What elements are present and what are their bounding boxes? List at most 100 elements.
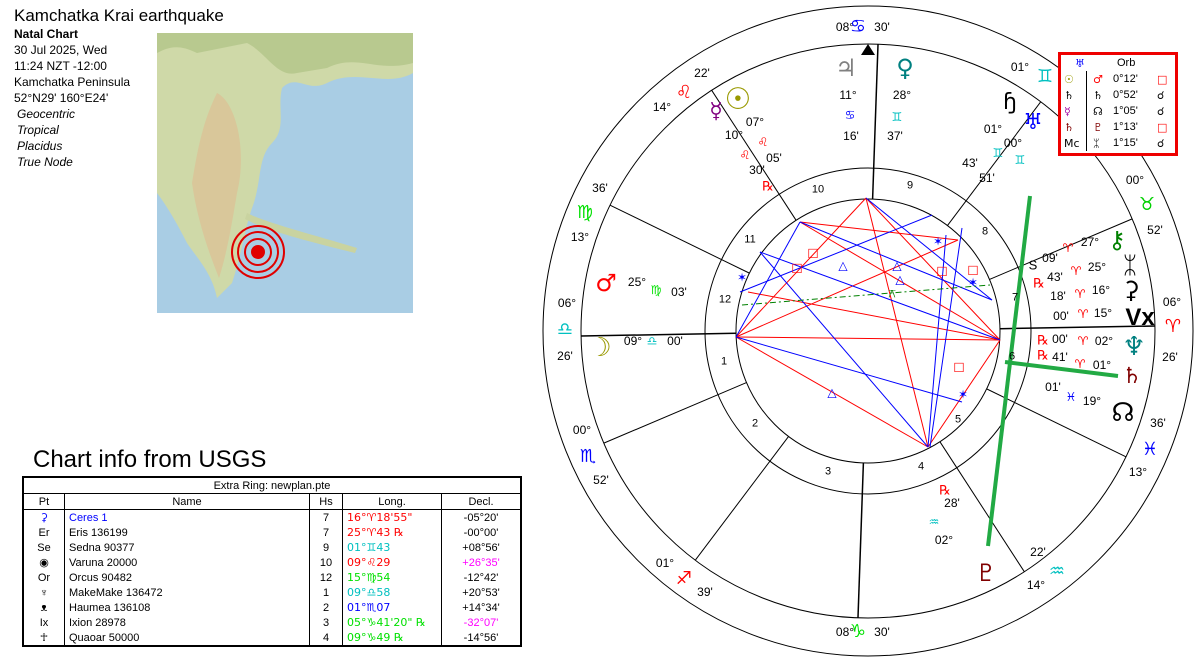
aspect-line-quincunx xyxy=(741,284,991,306)
orb-row: ☉ ♂ 0°12' □ xyxy=(1061,73,1175,89)
aspect-line xyxy=(735,336,929,448)
longitude: 09°♌29 xyxy=(342,555,442,570)
point-symbol: ♆ xyxy=(39,586,49,599)
house-number-9: 9 xyxy=(906,179,914,192)
saturn-degree: 01° xyxy=(1092,358,1112,372)
wheel-ring-0 xyxy=(542,5,1194,657)
sedna-sign-icon: ♊ xyxy=(992,146,1004,160)
house: 2 xyxy=(309,600,343,615)
highlight-line xyxy=(986,195,1032,547)
house-cusp-line xyxy=(947,200,967,226)
pluto-degree: 02° xyxy=(934,533,954,547)
cusp-degree: 14° xyxy=(1026,578,1046,592)
longitude: 09°♑49 ℞ xyxy=(342,630,442,646)
zodiac-sign-icon: ♈ xyxy=(1164,316,1182,337)
aspect-glyph-icon: □ xyxy=(791,261,802,275)
aspect-point-a-icon: ☿ xyxy=(1064,105,1071,118)
point-symbol: ⚳ xyxy=(39,512,49,524)
zodiac-sign-icon: ♎ xyxy=(556,319,574,340)
cusp-minutes: 22' xyxy=(1030,545,1046,559)
declination: +26°35' xyxy=(441,555,521,570)
zodiac-sign-icon: ♌ xyxy=(675,82,693,103)
highlight-line xyxy=(1004,360,1119,378)
vertex-degree: 15° xyxy=(1093,306,1113,320)
orb-row: Mc ᛯ 1°15' ☌ xyxy=(1061,137,1175,153)
house: 4 xyxy=(309,630,343,646)
chiron-icon: ⚷ xyxy=(1108,226,1126,254)
house: 3 xyxy=(309,615,343,630)
orb-value: 1°15' xyxy=(1113,137,1138,149)
option-house-system: Placidus xyxy=(17,139,63,153)
pluto-sign-icon: ♒ xyxy=(928,515,940,529)
orb-row: ☿ ☊ 1°05' ☌ xyxy=(1061,105,1175,121)
eris-motion-flag: ℞ xyxy=(1033,275,1045,291)
point-name: Sedna 90377 xyxy=(64,540,310,555)
pluto-minutes: 28' xyxy=(944,496,960,510)
north-node-degree: 19° xyxy=(1082,394,1102,408)
aspect-line xyxy=(747,291,1001,341)
house-cusp-line xyxy=(581,332,737,337)
point-name: MakeMake 136472 xyxy=(64,585,310,600)
orb-header: Orb xyxy=(1117,57,1136,69)
epicenter-marker-icon xyxy=(231,225,285,279)
zodiac-sign-icon: ♑ xyxy=(849,621,867,642)
house-cusp-line xyxy=(857,462,865,618)
pluto-motion-flag: ℞ xyxy=(939,482,951,498)
option-zodiac-center: Geocentric xyxy=(17,107,76,121)
orb-value: 1°13' xyxy=(1113,121,1138,133)
house-number-8: 8 xyxy=(981,225,989,238)
cusp-minutes: 26' xyxy=(1162,350,1178,364)
declination: -05°20' xyxy=(441,509,521,525)
cusp-minutes: 30' xyxy=(874,625,890,639)
eris-degree: 25° xyxy=(1087,260,1107,274)
longitude: 09°♎58 xyxy=(342,585,442,600)
cusp-degree: 14° xyxy=(652,100,672,114)
aspect-line xyxy=(929,227,963,448)
aspect-glyph-icon: □ xyxy=(953,360,964,374)
aspect-type-icon: □ xyxy=(1157,73,1168,86)
longitude: 01°♏07 xyxy=(342,600,442,615)
house-cusp-line xyxy=(1017,218,1133,268)
uranus-icon: ♅ xyxy=(1023,110,1043,135)
mercury-degree: 10° xyxy=(724,128,744,142)
aspect-glyph-icon: △ xyxy=(827,386,837,400)
ceres-icon: ⚳ xyxy=(1122,276,1140,304)
eris-icon: ᛯ xyxy=(1122,251,1138,279)
orb-value: 0°12' xyxy=(1113,73,1138,85)
house-number-2: 2 xyxy=(751,417,759,430)
orb-value: 0°52' xyxy=(1113,89,1138,101)
declination: -00°00' xyxy=(441,525,521,540)
house-number-3: 3 xyxy=(824,465,832,478)
longitude: 16°♈18'55" xyxy=(342,509,442,525)
uranus-sign-icon: ♊ xyxy=(1014,153,1026,167)
eris-sign-icon: ♈ xyxy=(1070,264,1082,278)
house-number-10: 10 xyxy=(811,183,825,196)
neptune-degree: 02° xyxy=(1094,334,1114,348)
aspect-point-a-icon: ☉ xyxy=(1064,73,1074,86)
house-cusp-line xyxy=(871,44,879,200)
col-name: Name xyxy=(64,493,310,510)
aspect-point-b-icon: ᛯ xyxy=(1093,137,1100,150)
aspect-line xyxy=(739,214,933,293)
chiron-degree: 27° xyxy=(1080,235,1100,249)
house-cusp-line xyxy=(965,101,1042,202)
col-pt: Pt xyxy=(23,493,65,510)
table-row: ᴥ Haumea 136108 2 01°♏07 +14°34' xyxy=(23,600,521,615)
aspect-point-b-icon: ♇ xyxy=(1093,121,1103,134)
declination: -32°07' xyxy=(441,615,521,630)
aspect-line xyxy=(735,336,963,403)
house-number-12: 12 xyxy=(718,293,732,306)
table-row: Or Orcus 90482 12 15°♍54 -12°42' xyxy=(23,570,521,585)
aspect-type-icon: □ xyxy=(1157,121,1168,134)
house-number-1: 1 xyxy=(720,355,728,368)
chart-place: Kamchatka Peninsula xyxy=(14,75,131,89)
venus-minutes: 37' xyxy=(887,129,903,143)
mercury-icon: ☿ xyxy=(709,99,723,124)
cusp-degree: 01° xyxy=(1010,60,1030,74)
eris-minutes: 43' xyxy=(1047,270,1063,284)
aspect-glyph-icon: △ xyxy=(892,259,902,273)
cusp-degree: 01° xyxy=(655,556,675,570)
saturn-motion-flag: ℞ xyxy=(1037,347,1049,363)
house-cusp-line xyxy=(609,204,722,260)
